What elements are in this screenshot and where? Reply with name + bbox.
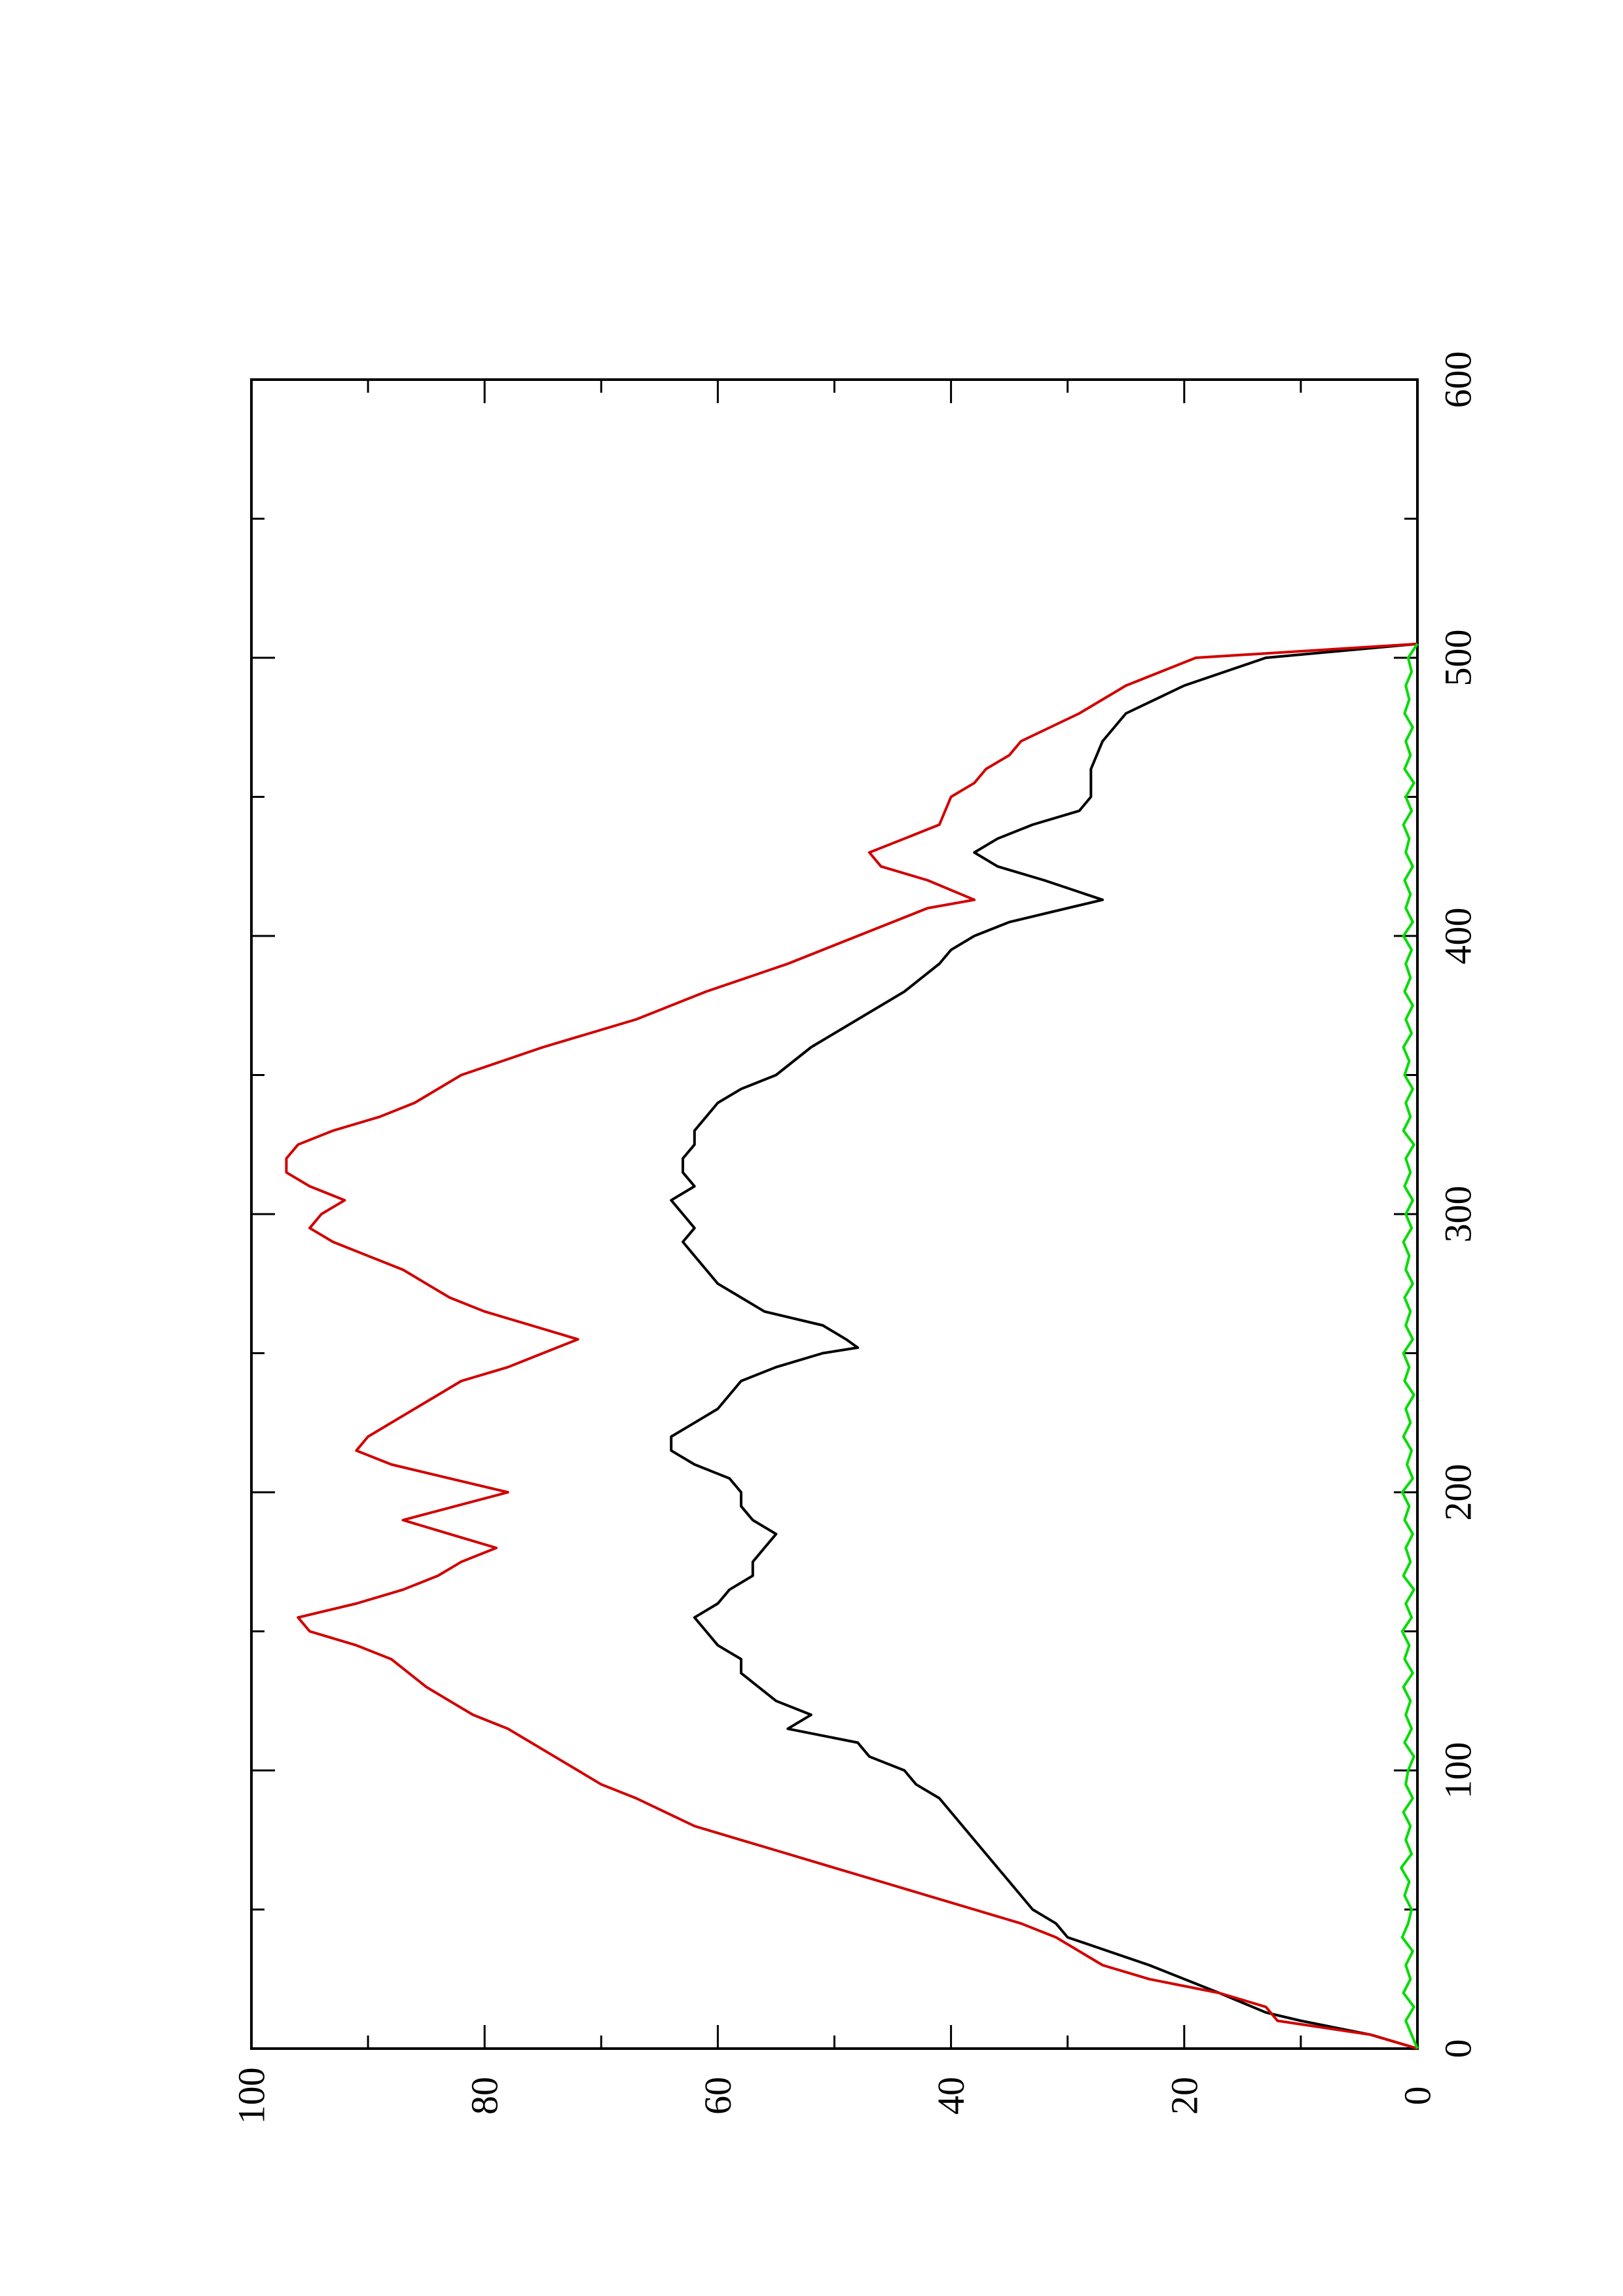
- x-tick-label: 200: [1437, 1464, 1480, 1521]
- y-tick-label: 100: [230, 2068, 273, 2125]
- y-tick-label: 0: [1396, 2087, 1439, 2106]
- plot-frame: [250, 378, 1419, 2050]
- x-tick-label: 600: [1437, 351, 1480, 408]
- y-tick-label: 20: [1163, 2077, 1205, 2115]
- x-tick-label: 0: [1437, 2039, 1480, 2058]
- x-tick-label: 300: [1437, 1186, 1480, 1243]
- y-tick-label: 40: [930, 2077, 972, 2115]
- y-tick-label: 80: [464, 2077, 506, 2115]
- x-tick-label: 400: [1437, 908, 1480, 965]
- x-tick-label: 100: [1437, 1742, 1480, 1799]
- ticks: [250, 378, 1419, 2050]
- y-tick-label: 60: [697, 2077, 739, 2115]
- series-line-3: [1400, 643, 1419, 2049]
- x-tick-label: 500: [1437, 630, 1480, 687]
- series-group: [285, 642, 1419, 2050]
- series-line-2: [285, 642, 1418, 2050]
- tick-labels: 0 100 200 300 400 500 600 0 20 40 60 80 100: [230, 351, 1480, 2125]
- series-line-1: [670, 642, 1418, 2050]
